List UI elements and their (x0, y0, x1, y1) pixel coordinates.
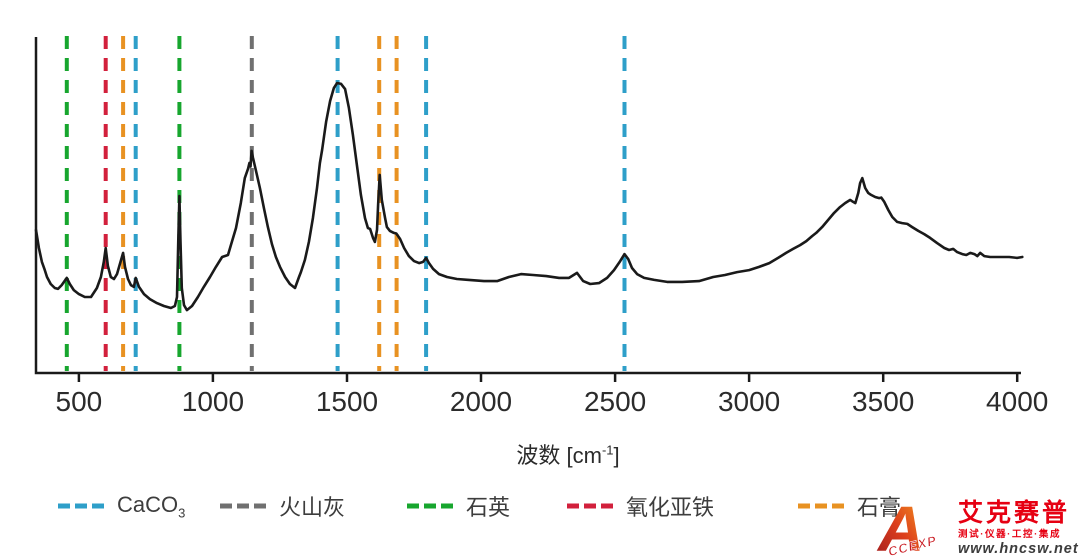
accexp-logo: A CCEXP (876, 494, 939, 558)
watermark-brand: 艾克赛普 (958, 499, 1071, 527)
logo-letter-icon: A (876, 494, 924, 558)
x-tick-label-500: 500 (56, 386, 103, 417)
legend-dash-swatch-quartz (407, 503, 453, 509)
legend-label-iron-oxide: 氧化亚铁 (626, 495, 715, 520)
legend-item-quartz: 石英 (407, 490, 510, 522)
x-axis-label-sup: -1 (601, 442, 614, 458)
watermark-text-block: 艾克赛普 测试·仪器·工控·集成 www.hncsw.net (958, 501, 1079, 558)
legend-label-quartz: 石英 (466, 495, 511, 520)
legend-item-caco3: CaCO3 (58, 490, 185, 522)
x-tick-label-1000: 1000 (182, 386, 244, 417)
x-axis-label-pre: 波数 [cm (516, 443, 602, 468)
axes (34, 37, 1021, 375)
spectrum-curve (34, 81, 1024, 312)
watermark-url[interactable]: www.hncsw.net (958, 540, 1079, 557)
legend-dash-swatch-volcanic-ash (220, 503, 266, 509)
legend-dash-swatch-iron-oxide (567, 503, 613, 509)
legend-dash-swatch-gypsum (798, 503, 844, 509)
x-tick-label-1500: 1500 (316, 386, 378, 417)
legend-item-gypsum: 石膏 (798, 490, 901, 522)
x-tick-label-2000: 2000 (450, 386, 512, 417)
watermark-tagline: 测试·仪器·工控·集成 (958, 529, 1062, 540)
x-tick-label-3500: 3500 (852, 386, 914, 417)
legend-label-volcanic-ash: 火山灰 (279, 495, 346, 520)
x-axis-label: 波数 [cm-1] (398, 438, 738, 470)
legend-label-caco3: CaCO3 (117, 491, 186, 521)
legend-item-volcanic-ash: 火山灰 (220, 490, 345, 522)
x-tick-label-2500: 2500 (584, 386, 646, 417)
legend-dash-swatch-caco3 (58, 503, 104, 509)
x-axis-label-post: ] (613, 443, 620, 468)
legend-item-iron-oxide: 氧化亚铁 (567, 490, 714, 522)
x-tick-label-4000: 4000 (986, 386, 1048, 417)
legend-label-gypsum: 石膏 (857, 495, 902, 520)
watermark: A CCEXP 艾克赛普 测试·仪器·工控·集成 www.hncsw.net (872, 468, 1080, 558)
legend: CaCO3 火山灰 石英 氧化亚铁 石膏 (0, 490, 1080, 524)
x-tick-label-3000: 3000 (718, 386, 780, 417)
